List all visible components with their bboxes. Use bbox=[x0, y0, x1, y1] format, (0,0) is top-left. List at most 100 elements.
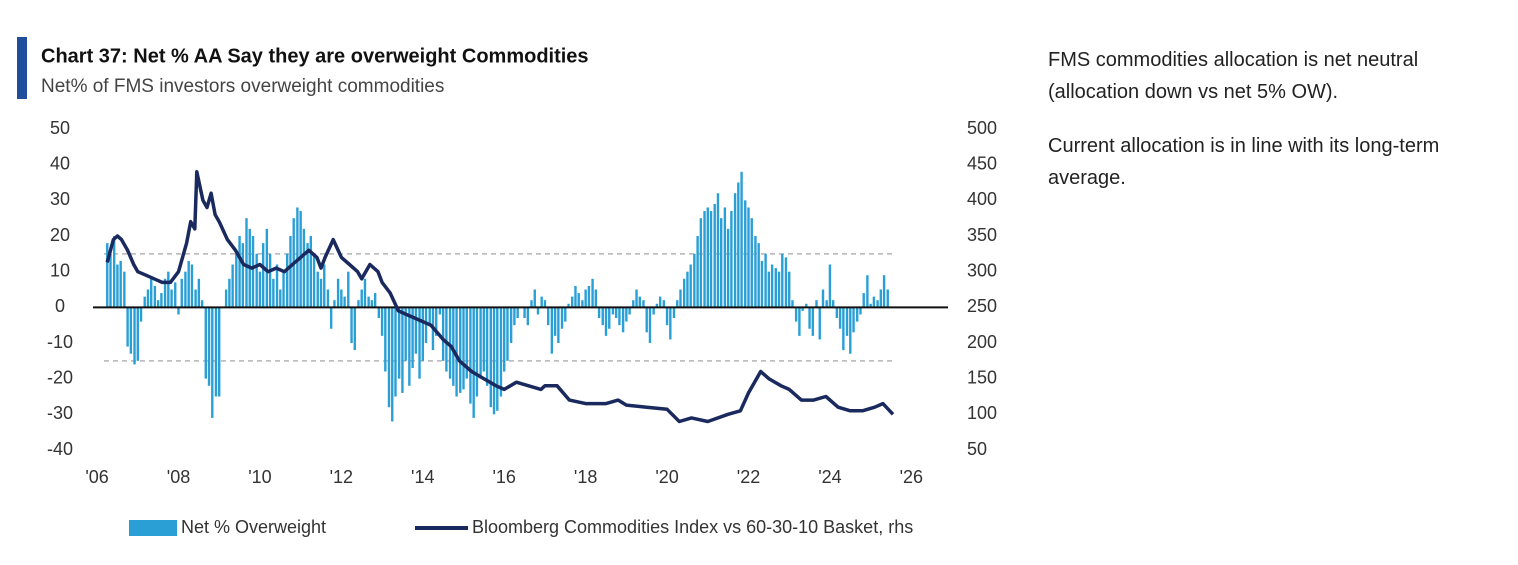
bar bbox=[475, 307, 479, 397]
bar bbox=[648, 307, 652, 343]
bar bbox=[200, 300, 204, 308]
y-tick-label: -10 bbox=[47, 332, 73, 352]
x-tick-label: '16 bbox=[492, 467, 515, 487]
bar bbox=[279, 289, 282, 308]
bar bbox=[309, 236, 313, 308]
bar bbox=[336, 278, 340, 308]
bar bbox=[757, 243, 760, 308]
bar bbox=[153, 285, 157, 308]
y2-tick-label: 250 bbox=[967, 296, 997, 316]
bar bbox=[323, 264, 326, 308]
y2-tick-label: 100 bbox=[967, 403, 997, 423]
bar bbox=[319, 278, 323, 308]
bar bbox=[835, 307, 839, 319]
bar bbox=[343, 296, 346, 308]
bar bbox=[794, 307, 798, 322]
bar bbox=[472, 307, 475, 418]
bar bbox=[106, 243, 109, 308]
bar bbox=[428, 307, 431, 326]
bar bbox=[614, 307, 618, 319]
commentary: FMS commodities allocation is net neutra… bbox=[1048, 44, 1513, 216]
bar bbox=[621, 307, 625, 333]
bar bbox=[574, 285, 577, 308]
bar bbox=[408, 307, 411, 386]
y-tick-label: 0 bbox=[55, 296, 65, 316]
bar bbox=[296, 207, 299, 308]
bar bbox=[438, 307, 442, 315]
legend-label: Net % Overweight bbox=[181, 517, 326, 537]
x-tick-label: '26 bbox=[900, 467, 923, 487]
bar bbox=[357, 300, 360, 308]
bar bbox=[401, 307, 404, 393]
bar bbox=[791, 300, 794, 308]
bar bbox=[418, 307, 421, 379]
bar bbox=[384, 307, 387, 372]
y2-tick-label: 500 bbox=[967, 118, 997, 138]
bar bbox=[676, 300, 679, 308]
legend-swatch bbox=[129, 520, 177, 536]
bar bbox=[506, 307, 509, 361]
bar bbox=[312, 253, 316, 308]
bar bbox=[496, 307, 499, 411]
bar bbox=[754, 236, 757, 308]
bar bbox=[777, 271, 781, 308]
bar bbox=[625, 307, 628, 322]
bar bbox=[536, 307, 540, 315]
bar bbox=[699, 218, 703, 308]
bar bbox=[353, 307, 356, 351]
bar bbox=[540, 296, 543, 308]
bar bbox=[268, 253, 272, 308]
bar bbox=[655, 303, 659, 308]
line bbox=[105, 170, 895, 424]
bar bbox=[424, 307, 428, 343]
x-tick-label: '20 bbox=[655, 467, 678, 487]
bar bbox=[706, 207, 709, 308]
bar bbox=[245, 218, 248, 308]
bar bbox=[744, 200, 747, 308]
bar bbox=[469, 307, 472, 404]
bar bbox=[448, 307, 452, 379]
bar bbox=[662, 300, 666, 308]
bar bbox=[652, 307, 655, 315]
bar bbox=[577, 293, 580, 308]
bar bbox=[703, 211, 706, 308]
bar bbox=[665, 307, 669, 326]
bar bbox=[380, 307, 384, 336]
bar bbox=[516, 307, 519, 319]
bar bbox=[133, 307, 136, 365]
bar bbox=[709, 211, 713, 308]
bar bbox=[435, 307, 438, 336]
bar bbox=[485, 307, 489, 386]
bar bbox=[604, 307, 608, 336]
chart: Chart 37: Net % AA Say they are overweig… bbox=[17, 37, 997, 537]
bar bbox=[360, 289, 363, 308]
bar bbox=[608, 307, 611, 329]
bar bbox=[391, 307, 394, 422]
bar bbox=[682, 278, 686, 308]
bar bbox=[150, 278, 153, 308]
bar bbox=[672, 307, 676, 319]
y-tick-label: 20 bbox=[50, 225, 70, 245]
bar bbox=[689, 264, 692, 308]
bar bbox=[849, 307, 852, 354]
bar bbox=[808, 307, 811, 329]
bar bbox=[326, 289, 330, 308]
bar bbox=[716, 193, 720, 308]
bar bbox=[550, 307, 554, 354]
bar bbox=[377, 307, 381, 319]
bar bbox=[261, 243, 265, 308]
y-tick-label: 10 bbox=[50, 260, 70, 280]
bar bbox=[180, 278, 183, 308]
bar bbox=[571, 296, 574, 308]
bar bbox=[190, 264, 194, 308]
x-tick-label: '08 bbox=[167, 467, 190, 487]
chart-title: Chart 37: Net % AA Say they are overweig… bbox=[41, 45, 589, 67]
chart-subtitle: Net% of FMS investors overweight commodi… bbox=[41, 76, 444, 97]
y-tick-label: 30 bbox=[50, 189, 70, 209]
bar bbox=[818, 307, 821, 340]
bar bbox=[503, 307, 506, 372]
bar bbox=[367, 296, 370, 308]
bar bbox=[784, 257, 788, 308]
bar bbox=[584, 289, 587, 308]
bar bbox=[194, 289, 197, 308]
